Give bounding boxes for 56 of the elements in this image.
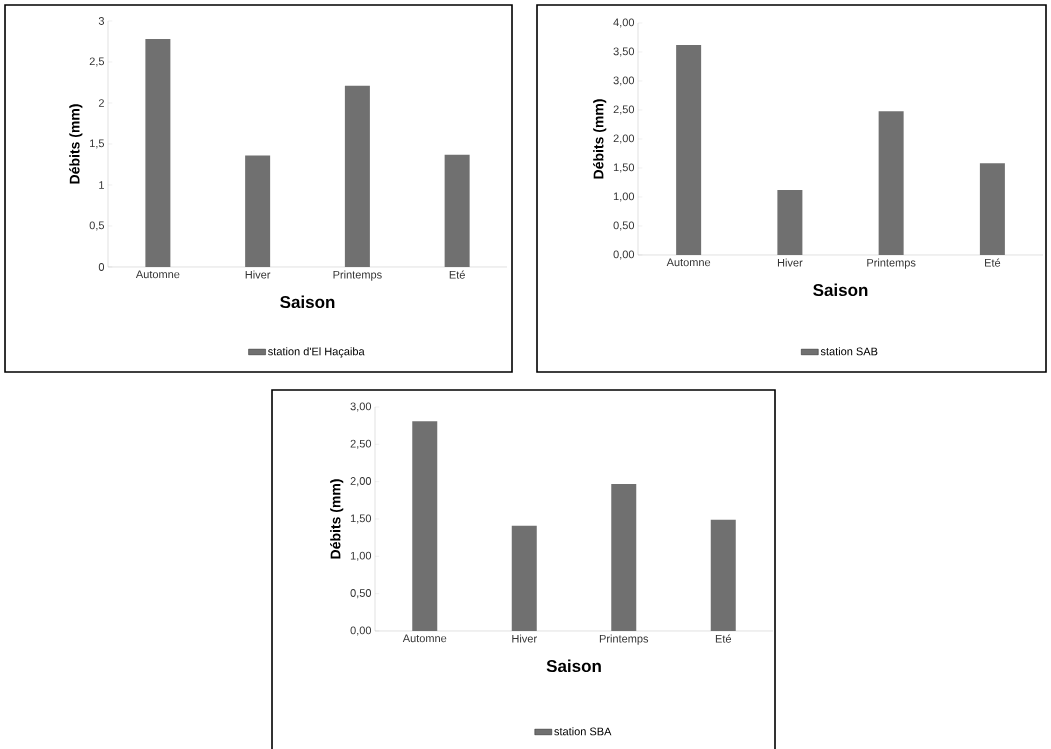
bar xyxy=(245,155,271,267)
legend-label: station SBA xyxy=(554,727,612,736)
y-tick-label: 3,00 xyxy=(613,76,635,86)
y-tick-label: 2,5 xyxy=(89,57,105,67)
bar xyxy=(412,421,438,631)
y-tick-label: 0,00 xyxy=(613,250,635,260)
y-tick-label: 2 xyxy=(98,99,104,107)
x-axis-title: Saison xyxy=(280,295,335,309)
x-tick-label: Automne xyxy=(402,634,447,643)
y-tick-label: 0 xyxy=(98,263,105,271)
bar xyxy=(710,519,736,631)
x-tick-label: Printemps xyxy=(599,634,649,645)
x-tick-label: Printemps xyxy=(333,270,382,281)
y-tick-label: 2,50 xyxy=(613,105,635,115)
x-tick-label: Eté xyxy=(715,634,732,643)
x-tick-label: Printemps xyxy=(867,258,916,269)
bar xyxy=(444,154,470,267)
y-tick-label: 1 xyxy=(99,181,104,189)
y-tick-label: 2,00 xyxy=(350,477,372,487)
y-tick-label: 2,00 xyxy=(613,134,635,144)
bar xyxy=(145,39,171,267)
y-tick-label: 0,50 xyxy=(350,589,372,599)
y-tick-label: 1,00 xyxy=(350,551,372,561)
x-tick-label: Automne xyxy=(135,270,180,279)
legend-label: station d'El Haçaiba xyxy=(268,347,365,358)
bar xyxy=(611,483,637,631)
y-tick-label: 3,50 xyxy=(613,47,635,57)
bar xyxy=(979,163,1005,255)
y-tick-label: 2,50 xyxy=(350,439,372,449)
y-tick-label: 3,00 xyxy=(350,402,372,412)
bar xyxy=(676,45,702,255)
y-tick-label: 3 xyxy=(98,17,105,25)
x-tick-label: Hiver xyxy=(512,634,537,643)
x-tick-label: Hiver xyxy=(777,258,803,267)
y-tick-label: 1,5 xyxy=(90,139,105,149)
y-tick-label: 1,00 xyxy=(613,192,635,202)
bar xyxy=(511,525,537,631)
bar xyxy=(344,85,370,267)
x-axis-title: Saison xyxy=(546,659,601,673)
y-axis-title: Débits (mm) xyxy=(593,99,607,179)
y-tick-label: 0,00 xyxy=(350,626,372,636)
y-tick-label: 1,50 xyxy=(350,514,372,524)
y-tick-label: 4,00 xyxy=(613,18,635,28)
legend-label: station SAB xyxy=(820,347,878,356)
bar xyxy=(878,111,904,255)
y-tick-label: 0,50 xyxy=(613,221,635,231)
y-tick-label: 0,5 xyxy=(89,221,105,231)
x-tick-label: Eté xyxy=(985,258,1001,267)
x-tick-label: Hiver xyxy=(245,270,271,279)
x-axis-title: Saison xyxy=(813,283,868,297)
y-axis-title: Débits (mm) xyxy=(330,479,344,559)
y-axis-title: Débits (mm) xyxy=(69,104,83,184)
bar xyxy=(777,190,803,255)
x-tick-label: Automne xyxy=(666,258,711,267)
y-tick-label: 1,50 xyxy=(613,163,635,173)
x-tick-label: Eté xyxy=(449,270,465,279)
